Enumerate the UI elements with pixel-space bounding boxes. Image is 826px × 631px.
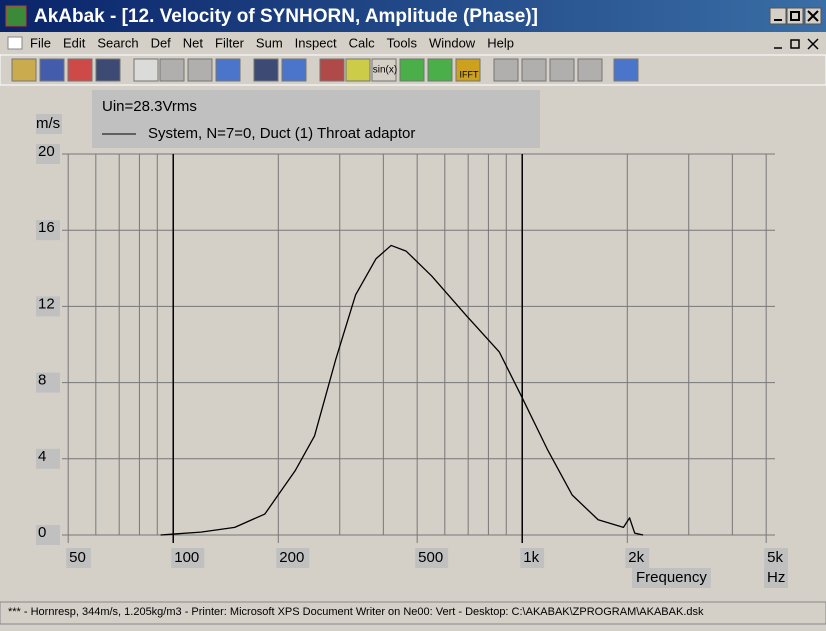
- toolbar-button[interactable]: [253, 58, 279, 82]
- y-tick-label: 4: [38, 448, 46, 465]
- y-unit: m/s: [36, 115, 60, 132]
- y-tick-bg: [36, 220, 60, 241]
- menu-item[interactable]: Tools: [387, 35, 418, 50]
- x-tick-label: 2k: [628, 549, 644, 566]
- toolbar-button[interactable]: [187, 58, 213, 82]
- toolbar-button[interactable]: [133, 58, 159, 82]
- toolbar-button[interactable]: [215, 58, 241, 82]
- x-tick-bg: [520, 548, 545, 568]
- x-tick-label: 500: [418, 549, 443, 566]
- toolbar-button[interactable]: [521, 58, 547, 82]
- menu-item[interactable]: Filter: [215, 35, 245, 50]
- x-unit-bg: [764, 568, 788, 588]
- y-tick-bg: [36, 296, 60, 317]
- title-bar: [0, 0, 826, 32]
- y-unit-bg: [36, 114, 62, 134]
- toolbar-button[interactable]: [95, 58, 121, 82]
- x-tick-bg: [764, 548, 789, 568]
- x-tick-label: 50: [69, 549, 86, 566]
- toolbar-button[interactable]: [427, 58, 453, 82]
- app-icon: [5, 5, 27, 27]
- toolbar-button[interactable]: [319, 58, 345, 82]
- menu-item[interactable]: Calc: [349, 35, 376, 50]
- menu-item[interactable]: Help: [487, 35, 514, 50]
- y-tick-label: 16: [38, 219, 55, 236]
- legend-box: [92, 90, 540, 148]
- minimize-button[interactable]: [769, 7, 787, 25]
- toolbar-button[interactable]: [371, 58, 397, 82]
- legend-entry: System, N=7=0, Duct (1) Throat adaptor: [148, 125, 415, 142]
- x-unit: Hz: [767, 569, 785, 586]
- y-tick-label: 0: [38, 524, 46, 541]
- y-tick-label: 20: [38, 143, 55, 160]
- mdi-controls[interactable]: [774, 38, 819, 50]
- x-tick-bg: [415, 548, 449, 568]
- menu-item[interactable]: Edit: [63, 35, 86, 50]
- toolbar-button[interactable]: [399, 58, 425, 82]
- y-tick-bg: [36, 372, 60, 393]
- toolbar-button[interactable]: [549, 58, 575, 82]
- sin-button-label[interactable]: sin(x): [373, 65, 397, 76]
- window-title: AkAbak - [12. Velocity of SYNHORN, Ampli…: [34, 6, 538, 27]
- toolbar-button[interactable]: [39, 58, 65, 82]
- toolbar-button[interactable]: [613, 58, 639, 82]
- menu-item[interactable]: Inspect: [295, 35, 337, 50]
- status-bar: [0, 601, 826, 625]
- toolbar-button[interactable]: [67, 58, 93, 82]
- menu-item[interactable]: Search: [97, 35, 138, 50]
- menu-item[interactable]: File: [30, 35, 51, 50]
- menu-item[interactable]: Def: [151, 35, 172, 50]
- toolbar-button[interactable]: [11, 58, 37, 82]
- x-tick-label: 1k: [523, 549, 539, 566]
- menu-icon: [7, 36, 23, 50]
- x-tick-bg: [171, 548, 205, 568]
- status-text: *** - Hornresp, 344m/s, 1.205kg/m3 - Pri…: [8, 606, 704, 618]
- x-tick-label: 100: [174, 549, 199, 566]
- menu-item[interactable]: Sum: [256, 35, 283, 50]
- maximize-button[interactable]: [786, 7, 804, 25]
- toolbar-button[interactable]: [577, 58, 603, 82]
- toolbar-button[interactable]: [455, 58, 481, 82]
- menu-bar: [0, 32, 826, 54]
- data-line: [160, 244, 644, 536]
- window-controls[interactable]: [769, 7, 822, 25]
- toolbar-button[interactable]: [159, 58, 185, 82]
- menu-item[interactable]: Net: [183, 35, 204, 50]
- y-tick-bg: [36, 144, 60, 164]
- x-label: Frequency: [636, 569, 707, 586]
- menu-item[interactable]: Window: [429, 35, 476, 50]
- x-tick-bg: [276, 548, 310, 568]
- x-tick-bg: [625, 548, 650, 568]
- y-tick-label: 12: [38, 295, 55, 312]
- chart-area: [0, 86, 826, 600]
- toolbar-button[interactable]: [345, 58, 371, 82]
- ifft-button-label[interactable]: IFFT: [460, 69, 479, 79]
- x-tick-label: 200: [279, 549, 304, 566]
- x-tick-label: 5k: [767, 549, 783, 566]
- y-tick-bg: [36, 525, 60, 545]
- annotation: Uin=28.3Vrms: [102, 98, 197, 115]
- toolbar-button[interactable]: [281, 58, 307, 82]
- y-tick-bg: [36, 448, 60, 469]
- y-tick-label: 8: [38, 372, 46, 389]
- x-label-bg: [632, 568, 711, 588]
- x-tick-bg: [66, 548, 91, 568]
- toolbar-button[interactable]: [493, 58, 519, 82]
